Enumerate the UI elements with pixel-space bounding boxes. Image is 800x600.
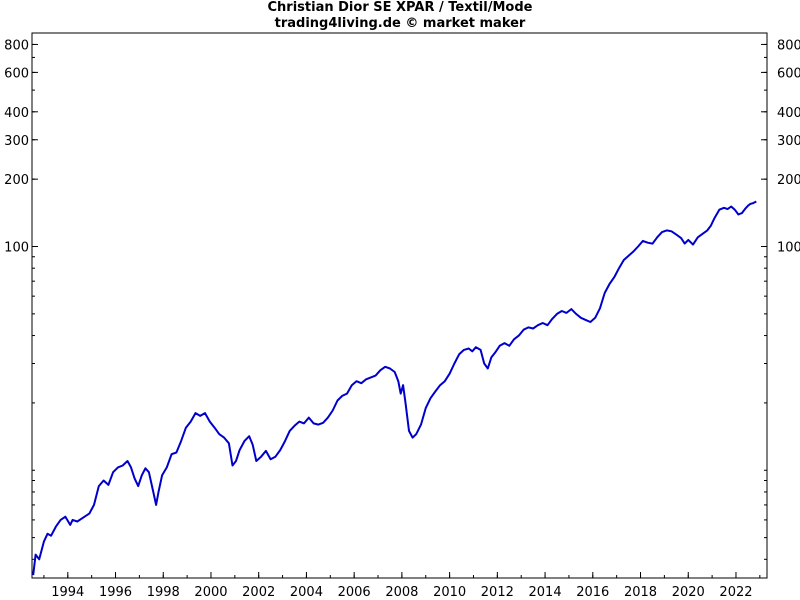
y-tick-label: 400 (777, 106, 800, 121)
x-axis: 1994 1996 1998 2000 2002 2004 2006 2008 2010 2012… (43, 572, 761, 600)
y-axis-left: 100 200 300 400 600 800 (4, 32, 38, 560)
y-tick-label: 400 (4, 106, 29, 121)
chart-title: Christian Dior SE XPAR / Textil/Mode (267, 0, 533, 15)
x-tick-label: 2006 (338, 585, 371, 600)
y-tick-label: 800 (4, 38, 29, 53)
x-tick-label: 2000 (194, 585, 227, 600)
x-tick-label: 2012 (481, 585, 514, 600)
y-tick-label: 100 (4, 241, 29, 256)
y-tick-label: 200 (777, 173, 800, 188)
chart-subtitle: trading4living.de © market maker (274, 16, 526, 31)
y-tick-label: 200 (4, 173, 29, 188)
y-tick-label: 300 (777, 134, 800, 149)
y-tick-label: 600 (4, 66, 29, 81)
x-tick-label: 2002 (242, 585, 275, 600)
y-tick-label: 100 (777, 241, 800, 256)
series-layer (32, 200, 757, 576)
x-tick-label: 2014 (529, 585, 562, 600)
price-line (32, 200, 757, 576)
y-axis-right: 100 200 300 400 600 800 (761, 32, 800, 560)
x-tick-label: 2008 (385, 585, 418, 600)
x-tick-label: 2010 (433, 585, 466, 600)
x-tick-label: 2018 (624, 585, 657, 600)
y-tick-label: 800 (777, 38, 800, 53)
x-tick-label: 1996 (99, 585, 132, 600)
x-tick-label: 1994 (51, 585, 84, 600)
x-tick-label: 2016 (576, 585, 609, 600)
x-tick-label: 2020 (672, 585, 705, 600)
x-tick-label: 2022 (719, 585, 752, 600)
x-tick-label: 1998 (147, 585, 180, 600)
y-tick-label: 600 (777, 66, 800, 81)
y-tick-label: 300 (4, 134, 29, 149)
plot-frame (31, 32, 768, 579)
x-tick-label: 2004 (290, 585, 323, 600)
